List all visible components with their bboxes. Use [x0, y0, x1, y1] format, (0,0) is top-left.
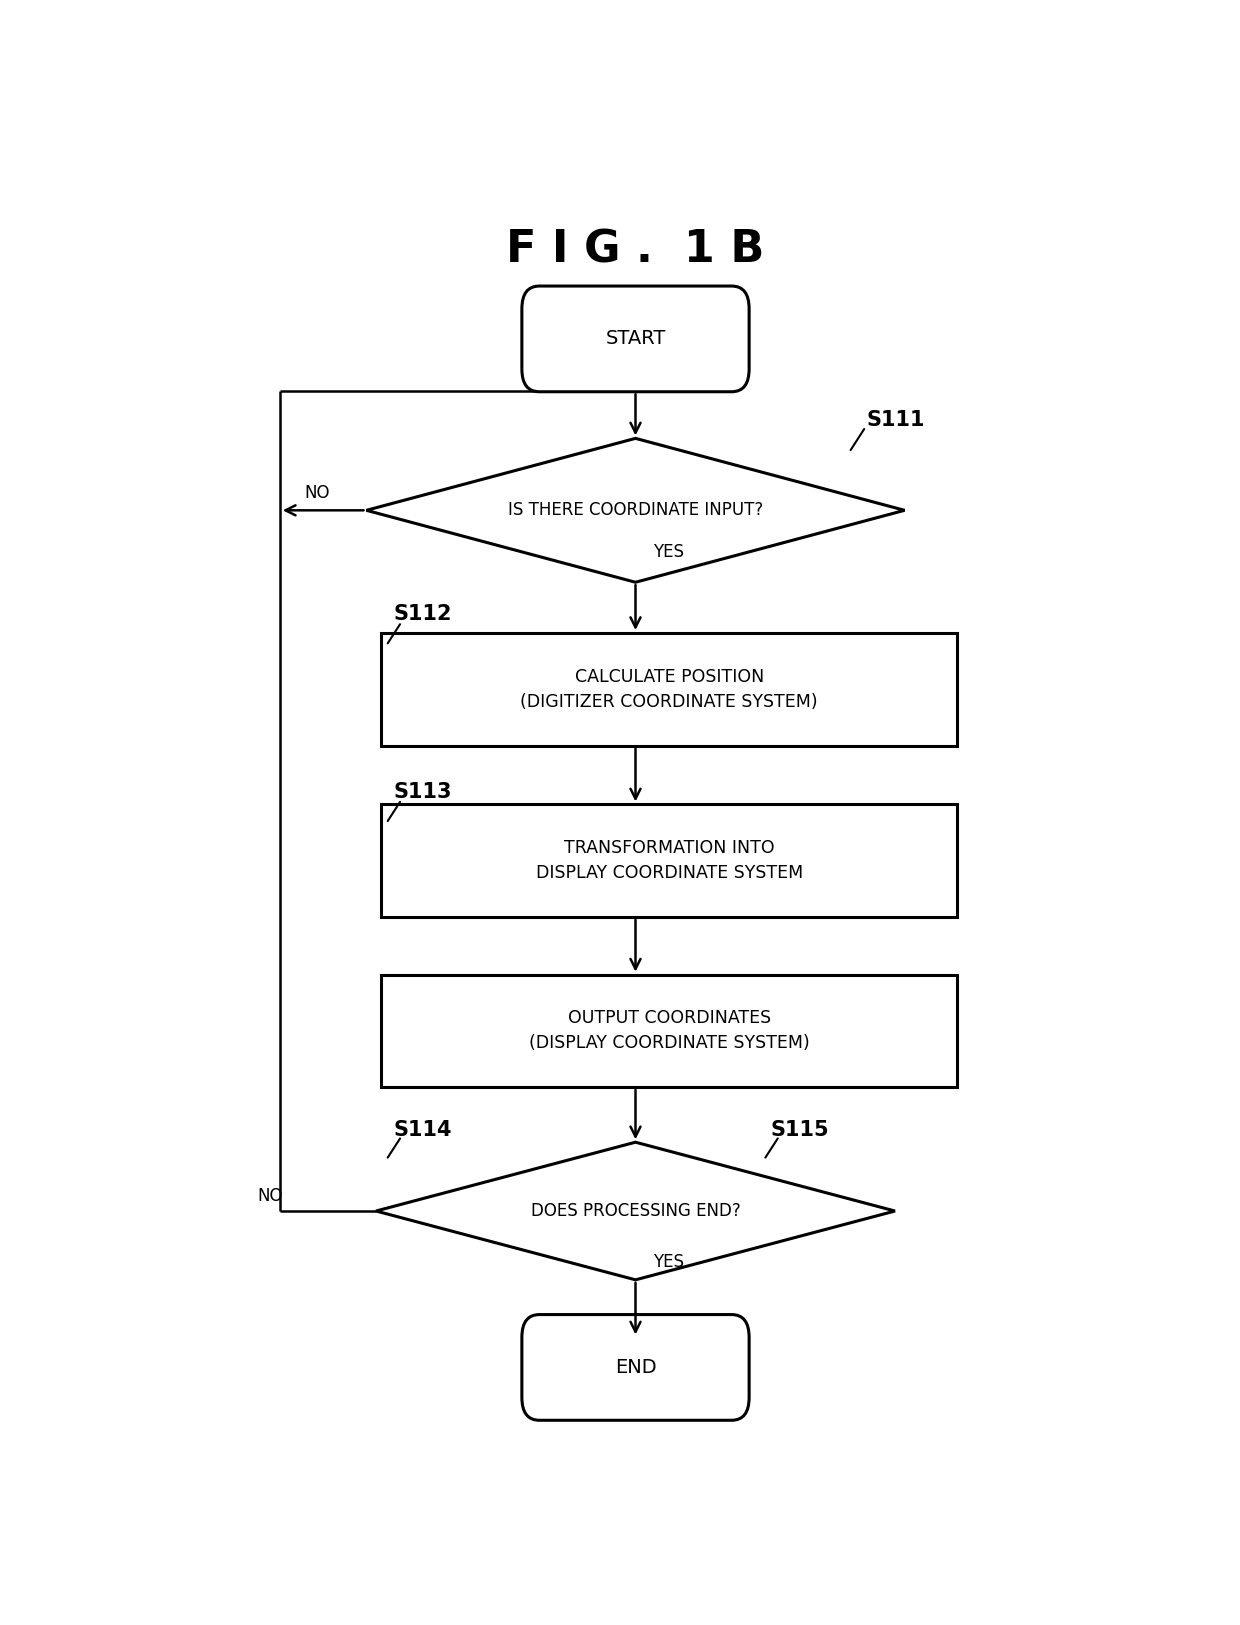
Text: CALCULATE POSITION
(DIGITIZER COORDINATE SYSTEM): CALCULATE POSITION (DIGITIZER COORDINATE…: [521, 668, 818, 710]
Text: S113: S113: [393, 782, 451, 801]
Text: S111: S111: [866, 410, 925, 431]
Text: START: START: [605, 330, 666, 348]
Text: DOES PROCESSING END?: DOES PROCESSING END?: [531, 1202, 740, 1220]
Bar: [381, 634, 957, 746]
Text: TRANSFORMATION INTO
DISPLAY COORDINATE SYSTEM: TRANSFORMATION INTO DISPLAY COORDINATE S…: [536, 838, 802, 882]
Text: F I G .  1 B: F I G . 1 B: [506, 229, 765, 271]
Bar: [381, 975, 957, 1087]
Text: S114: S114: [393, 1120, 451, 1139]
Text: S115: S115: [770, 1120, 828, 1139]
Text: NO: NO: [304, 484, 330, 502]
Polygon shape: [367, 439, 905, 582]
FancyBboxPatch shape: [522, 1315, 749, 1420]
Polygon shape: [376, 1142, 895, 1280]
Text: END: END: [615, 1358, 656, 1376]
Text: NO: NO: [258, 1186, 283, 1206]
Text: YES: YES: [652, 1253, 683, 1271]
Text: YES: YES: [652, 543, 683, 561]
FancyBboxPatch shape: [522, 286, 749, 392]
Text: IS THERE COORDINATE INPUT?: IS THERE COORDINATE INPUT?: [508, 502, 763, 520]
Bar: [381, 804, 957, 916]
Text: S112: S112: [393, 604, 451, 624]
Text: OUTPUT COORDINATES
(DISPLAY COORDINATE SYSTEM): OUTPUT COORDINATES (DISPLAY COORDINATE S…: [528, 1009, 810, 1053]
